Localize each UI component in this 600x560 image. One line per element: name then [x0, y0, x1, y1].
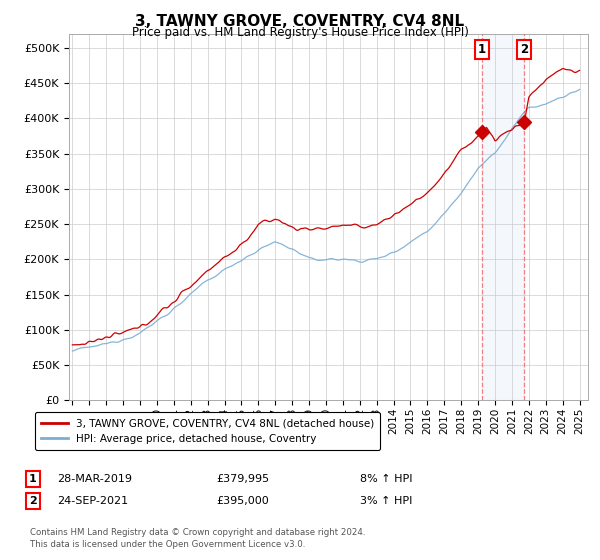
Text: £379,995: £379,995	[216, 474, 269, 484]
Text: 8% ↑ HPI: 8% ↑ HPI	[360, 474, 413, 484]
Text: 3, TAWNY GROVE, COVENTRY, CV4 8NL: 3, TAWNY GROVE, COVENTRY, CV4 8NL	[136, 14, 464, 29]
Text: 28-MAR-2019: 28-MAR-2019	[57, 474, 132, 484]
Text: £395,000: £395,000	[216, 496, 269, 506]
Text: 24-SEP-2021: 24-SEP-2021	[57, 496, 128, 506]
Text: Contains HM Land Registry data © Crown copyright and database right 2024.
This d: Contains HM Land Registry data © Crown c…	[30, 528, 365, 549]
Bar	[482, 34, 524, 400]
Legend: 3, TAWNY GROVE, COVENTRY, CV4 8NL (detached house), HPI: Average price, detached: 3, TAWNY GROVE, COVENTRY, CV4 8NL (detac…	[35, 412, 380, 450]
Text: Price paid vs. HM Land Registry's House Price Index (HPI): Price paid vs. HM Land Registry's House …	[131, 26, 469, 39]
Text: 3% ↑ HPI: 3% ↑ HPI	[360, 496, 412, 506]
Text: 1: 1	[29, 474, 37, 484]
Text: 2: 2	[29, 496, 37, 506]
Text: 1: 1	[478, 43, 486, 57]
Text: 2: 2	[520, 43, 528, 57]
